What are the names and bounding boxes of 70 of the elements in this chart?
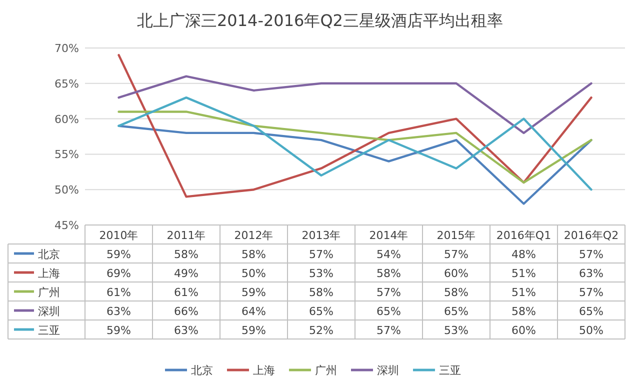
data-label: 60%: [444, 267, 468, 280]
data-label: 59%: [106, 248, 131, 261]
y-tick-label: 55%: [54, 148, 79, 162]
data-label: 63%: [579, 267, 604, 280]
legend-label: 三亚: [38, 324, 60, 337]
chart-title: 北上广深三2014-2016年Q2三星级酒店平均出租率: [137, 11, 503, 30]
data-label: 65%: [444, 305, 468, 318]
data-label: 58%: [242, 248, 266, 261]
x-tick-label: 2016年Q1: [496, 229, 552, 242]
data-label: 57%: [376, 324, 401, 337]
text: 广州: [315, 364, 337, 377]
data-label: 50%: [242, 267, 266, 280]
data-label: 63%: [106, 305, 131, 318]
data-label: 51%: [512, 267, 536, 280]
data-label: 64%: [242, 305, 266, 318]
data-label: 66%: [174, 305, 198, 318]
x-tick-label: 2014年: [369, 229, 408, 242]
data-label: 57%: [444, 248, 468, 261]
legend-label: 深圳: [38, 305, 60, 318]
data-label: 60%: [512, 324, 536, 337]
data-label: 58%: [174, 248, 198, 261]
data-label: 61%: [106, 286, 131, 299]
x-tick-label: 2015年: [436, 229, 476, 242]
y-tick-label: 45%: [54, 219, 79, 232]
data-label: 58%: [309, 286, 334, 299]
legend-label: 北京: [38, 248, 60, 261]
data-label: 58%: [512, 305, 536, 318]
text: 上海: [253, 364, 275, 377]
y-tick-label: 60%: [54, 112, 79, 126]
data-label: 65%: [579, 305, 604, 318]
data-label: 65%: [309, 305, 334, 318]
text: 深圳: [377, 364, 399, 377]
data-label: 57%: [376, 286, 401, 299]
legend-label: 上海: [38, 267, 60, 280]
data-label: 52%: [309, 324, 334, 337]
data-label: 57%: [579, 248, 604, 261]
data-label: 59%: [106, 324, 131, 337]
data-label: 53%: [309, 267, 334, 280]
x-tick-label: 2016年Q2: [564, 229, 619, 242]
data-label: 53%: [444, 324, 468, 337]
data-label: 57%: [579, 286, 604, 299]
data-label: 59%: [242, 286, 266, 299]
data-label: 57%: [309, 248, 334, 261]
text: 北京: [191, 364, 213, 377]
data-label: 61%: [174, 286, 198, 299]
x-tick-label: 2013年: [302, 229, 341, 242]
data-label: 59%: [242, 324, 266, 337]
y-tick-label: 50%: [54, 184, 79, 197]
x-tick-label: 2011年: [166, 229, 206, 242]
data-label: 58%: [376, 267, 401, 280]
x-tick-label: 2010年: [99, 229, 138, 242]
y-tick-label: 65%: [54, 77, 79, 90]
data-label: 54%: [376, 248, 401, 261]
x-tick-label: 2012年: [234, 229, 274, 242]
line-series: [118, 75, 592, 134]
data-label: 50%: [579, 324, 604, 337]
data-label: 65%: [376, 305, 401, 318]
data-label: 48%: [512, 248, 536, 261]
data-label: 51%: [512, 286, 536, 299]
line-series: [118, 54, 592, 198]
line-series: [118, 124, 592, 205]
data-label: 49%: [174, 267, 198, 280]
y-tick-label: 70%: [54, 42, 79, 55]
data-label: 69%: [106, 267, 131, 280]
data-label: 58%: [444, 286, 468, 299]
line-series: [118, 110, 592, 184]
legend-label: 广州: [38, 286, 60, 299]
text: 三亚: [439, 364, 461, 377]
line-series: [118, 96, 592, 191]
data-label: 63%: [174, 324, 198, 337]
